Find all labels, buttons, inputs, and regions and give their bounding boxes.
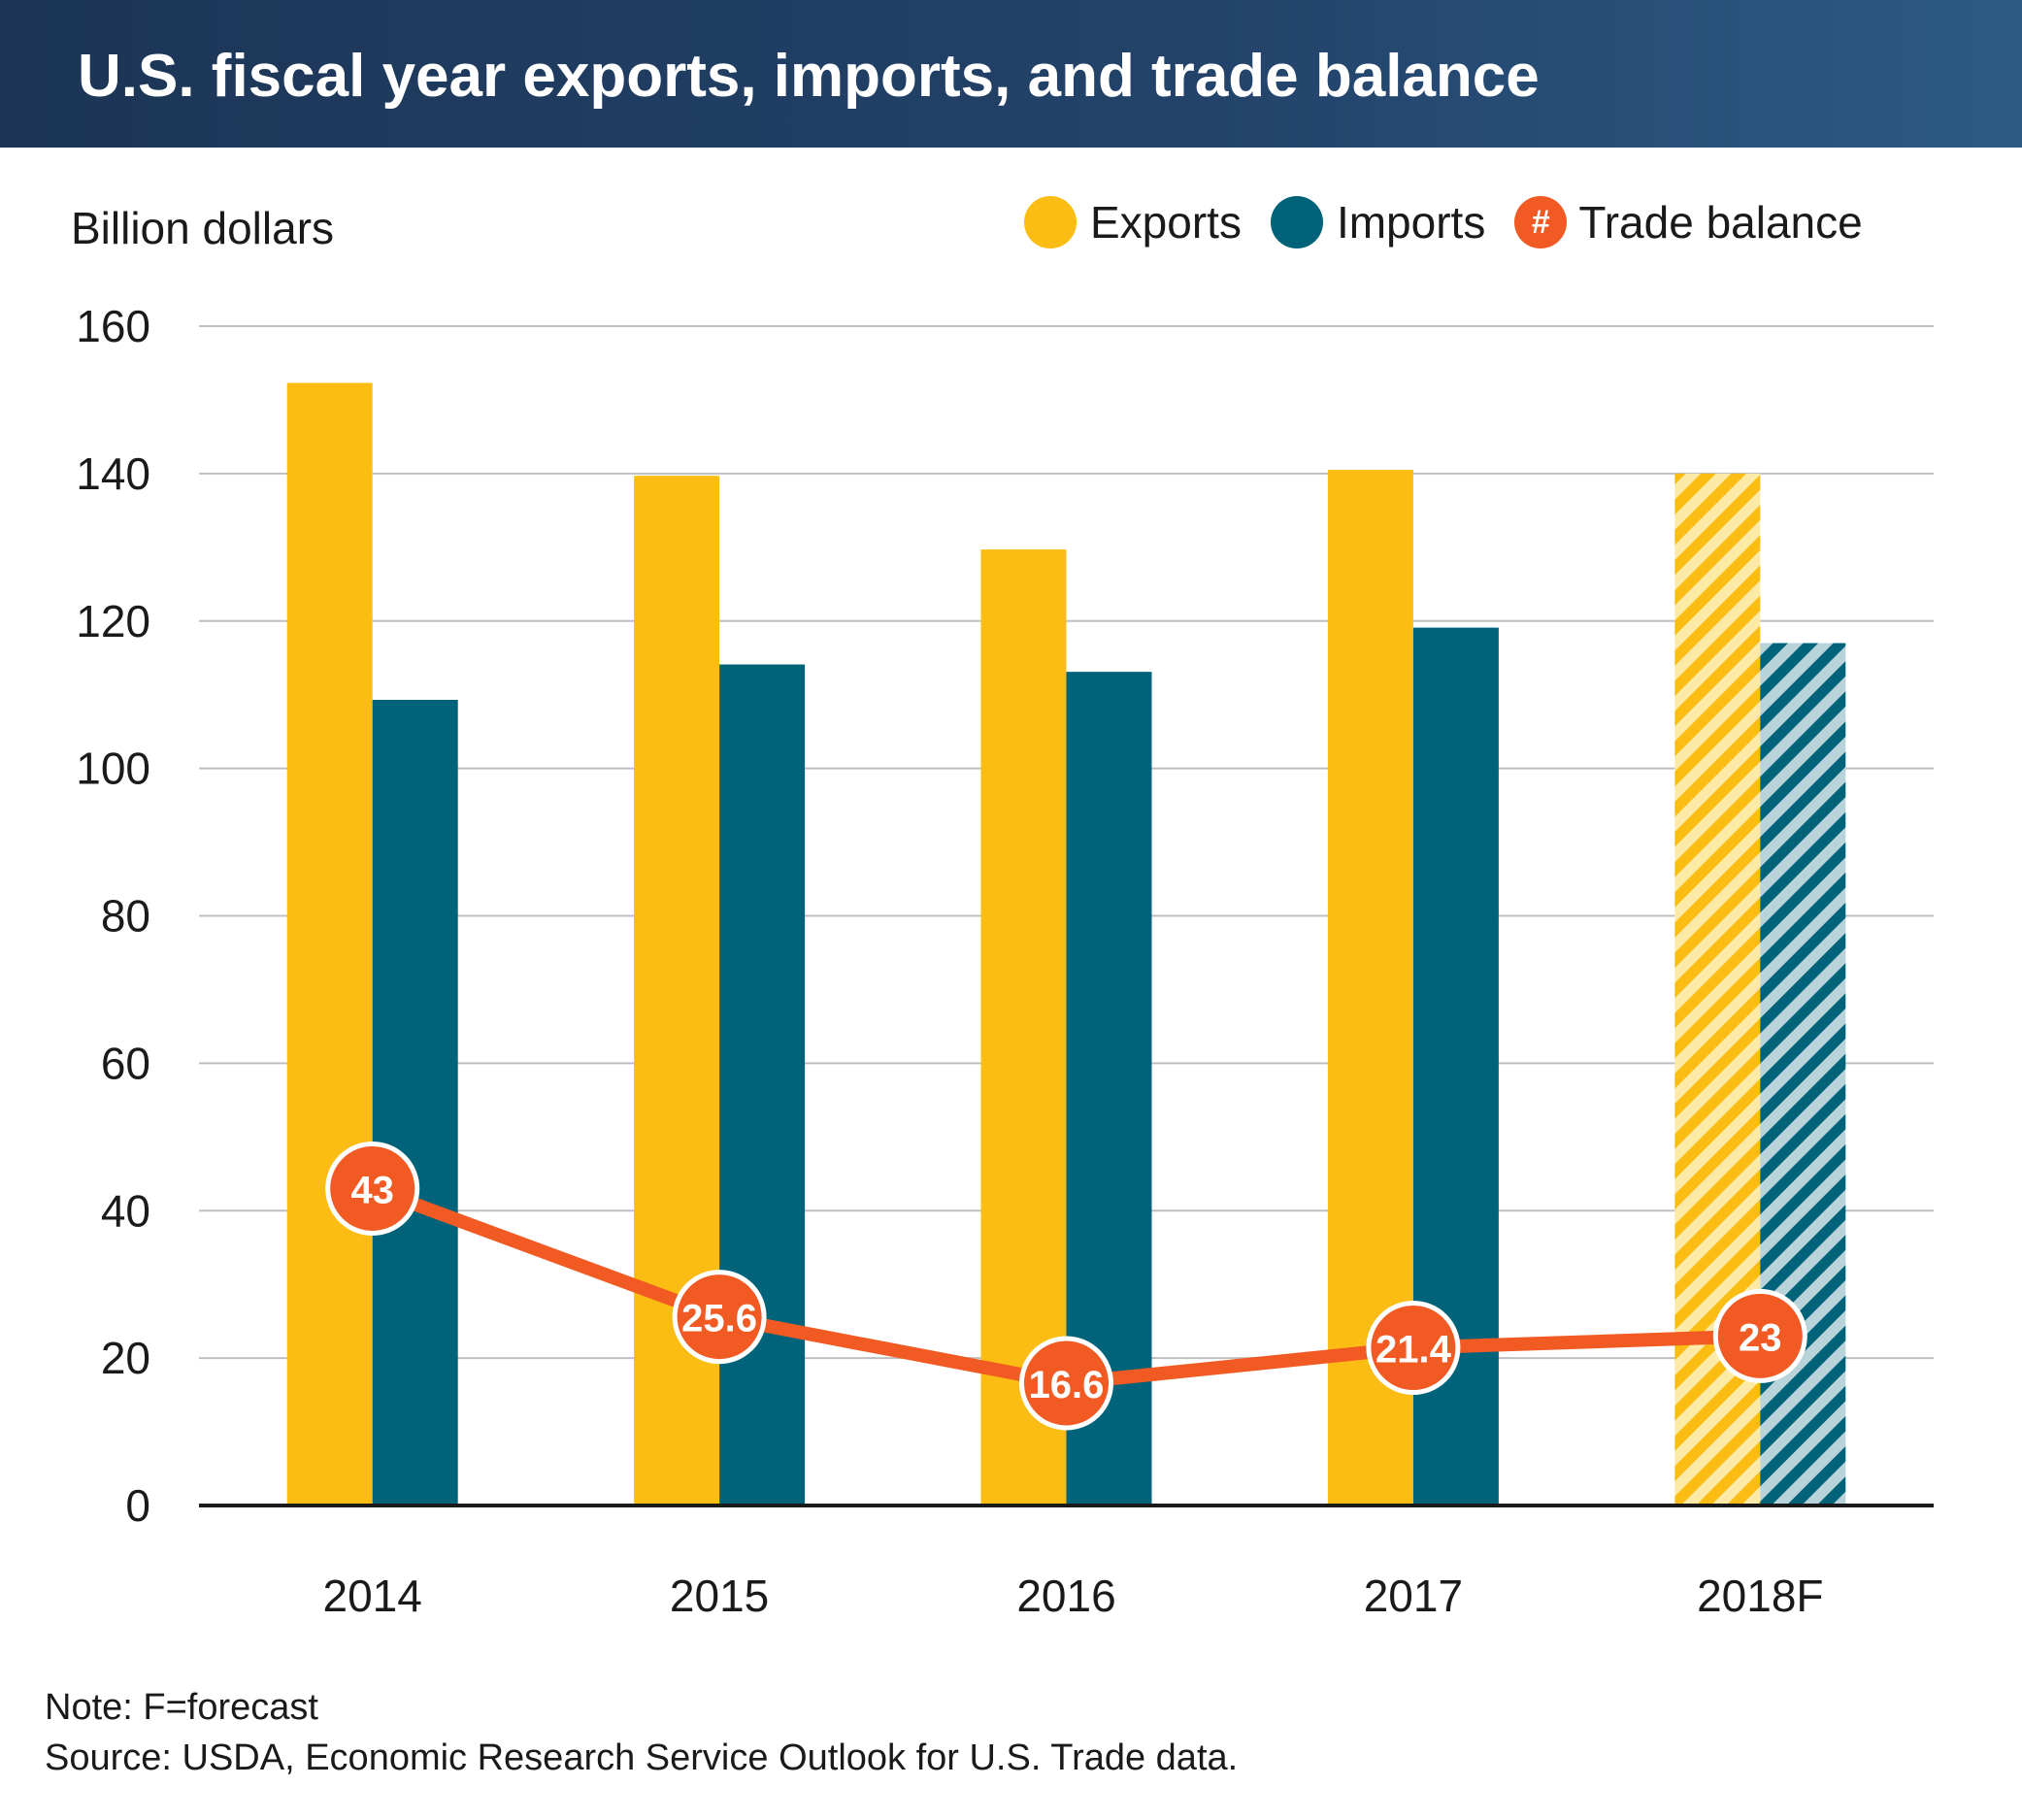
trade-balance-data-label: 16.6 <box>1029 1364 1105 1406</box>
plot-area: 0 20 40 60 80 100 120 140 160 2014 2015 2016 2017 20… <box>76 301 1934 1621</box>
trade-balance-point <box>672 1270 767 1365</box>
trade-balance-point <box>1366 1300 1461 1395</box>
y-tick-label: 80 <box>101 891 150 942</box>
y-tick-label: 60 <box>101 1038 150 1088</box>
trade-balance-data-label: 25.6 <box>681 1298 757 1340</box>
y-tick-label: 120 <box>76 596 150 646</box>
legend-item-trade-balance: # Trade balance <box>1514 196 1863 248</box>
x-tick-label: 2014 <box>323 1571 422 1621</box>
x-tick-label: 2015 <box>670 1571 769 1621</box>
title-banner: U.S. fiscal year exports, imports, and t… <box>0 0 2022 148</box>
x-tick-label: 2018F <box>1697 1571 1823 1621</box>
trade-balance-data-label: 43 <box>350 1169 394 1211</box>
y-axis-unit-label: Billion dollars <box>71 203 335 253</box>
y-tick-label: 0 <box>125 1480 150 1531</box>
legend-label-exports: Exports <box>1090 197 1242 248</box>
trade-balance-point <box>1019 1336 1113 1431</box>
trade-balance-data-label: 21.4 <box>1376 1328 1452 1371</box>
legend-item-exports: Exports <box>1024 196 1242 248</box>
bar-imports <box>372 700 458 1506</box>
trade-balance-swatch: # <box>1514 196 1568 248</box>
legend-label-trade-balance: Trade balance <box>1578 197 1863 248</box>
bar-exports <box>286 382 373 1506</box>
imports-swatch <box>1270 196 1323 248</box>
y-tick-label: 160 <box>76 301 150 351</box>
footnote-note: Note: F=forecast <box>45 1687 318 1728</box>
legend-item-imports: Imports <box>1270 196 1486 248</box>
bar-imports <box>719 664 806 1506</box>
legend: Exports Imports # Trade balance <box>1024 196 1863 248</box>
y-tick-label: 140 <box>76 448 150 499</box>
trade-balance-point <box>1712 1288 1807 1383</box>
x-tick-label: 2016 <box>1016 1571 1115 1621</box>
chart-title: U.S. fiscal year exports, imports, and t… <box>78 43 1540 110</box>
y-tick-label: 20 <box>101 1333 150 1383</box>
exports-swatch <box>1024 196 1077 248</box>
trade-balance-data-label: 23 <box>1739 1316 1782 1359</box>
y-tick-label: 100 <box>76 744 150 794</box>
trade-balance-point <box>325 1141 420 1236</box>
x-tick-label: 2017 <box>1364 1571 1463 1621</box>
y-tick-label: 40 <box>101 1185 150 1236</box>
footnote-source: Source: USDA, Economic Research Service … <box>45 1737 1239 1778</box>
legend-label-imports: Imports <box>1336 197 1486 248</box>
